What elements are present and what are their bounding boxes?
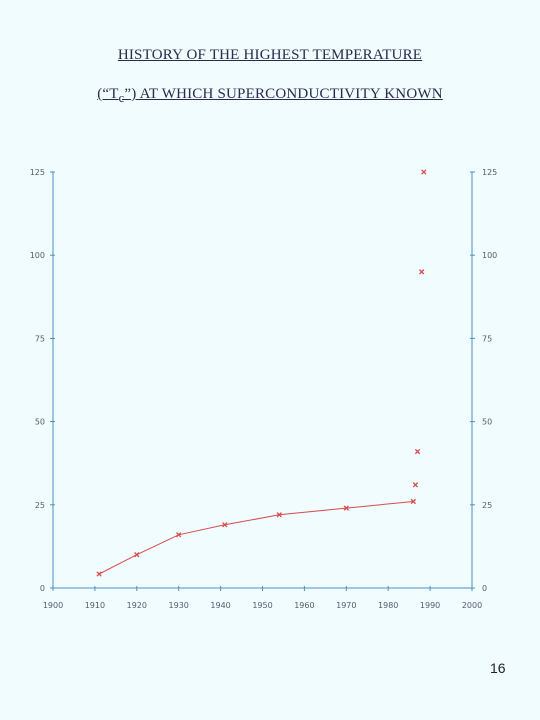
ticks-group: 0 0 25 25 50 50 75 75 100 100 125 125 1900 1910 1920 19… (30, 168, 498, 610)
marker-stroke (414, 448, 421, 455)
series-group (96, 169, 427, 577)
data-point (134, 552, 140, 558)
x-tick-label: 1940 (210, 601, 230, 610)
page-number: 16 (490, 660, 506, 676)
x-tick-label: 1920 (127, 601, 147, 610)
data-point (176, 532, 182, 538)
data-point-isolated (419, 269, 425, 275)
y-tick-label-left: 75 (35, 334, 45, 343)
y-tick-label-right: 75 (482, 334, 492, 343)
data-point (410, 498, 416, 505)
y-tick-label-left: 100 (30, 251, 45, 260)
marker-stroke (276, 512, 282, 518)
x-tick-label: 1960 (294, 601, 314, 610)
series-line (98, 501, 414, 575)
y-tick-label-left: 25 (35, 501, 45, 510)
marker-stroke (343, 505, 349, 511)
marker-stroke (410, 498, 416, 505)
data-point (343, 505, 349, 511)
x-tick-label: 1970 (336, 601, 356, 610)
marker-stroke (222, 522, 228, 528)
data-point-isolated (421, 169, 427, 175)
title-prefix: (“T (97, 86, 119, 102)
x-tick-label: 1980 (378, 601, 398, 610)
y-tick-label-right: 25 (482, 501, 492, 510)
y-tick-label-right: 100 (482, 251, 497, 260)
data-point-isolated (412, 482, 419, 488)
y-tick-label-right: 125 (482, 168, 497, 177)
data-point-isolated (414, 448, 421, 455)
data-point (222, 522, 228, 528)
x-tick-label: 1990 (420, 601, 440, 610)
y-tick-label-left: 125 (30, 168, 45, 177)
marker-stroke (421, 169, 427, 175)
marker-stroke (176, 532, 182, 538)
chart-title-line-2: (“Tc”) AT WHICH SUPERCONDUCTIVITY KNOWN (0, 86, 540, 106)
marker-stroke (96, 571, 102, 577)
chart-title-line-1: HISTORY OF THE HIGHEST TEMPERATURE (117, 47, 423, 63)
x-tick-label: 1950 (252, 601, 272, 610)
y-tick-label-left: 0 (40, 584, 45, 593)
y-tick-label-left: 50 (35, 418, 45, 427)
x-tick-label: 2000 (462, 601, 482, 610)
marker-stroke (412, 482, 419, 488)
data-point (276, 512, 282, 518)
y-tick-label-right: 0 (482, 584, 487, 593)
marker-stroke (134, 552, 140, 558)
data-point (96, 571, 102, 577)
x-tick-label: 1910 (85, 601, 105, 610)
x-tick-label: 1930 (169, 601, 189, 610)
marker-stroke (419, 269, 425, 275)
x-tick-label: 1900 (43, 601, 63, 610)
title-subscript: c (118, 91, 125, 105)
axes-group (52, 172, 473, 589)
title-suffix: ”) AT WHICH SUPERCONDUCTIVITY KNOWN (124, 86, 443, 102)
y-tick-label-right: 50 (482, 418, 492, 427)
